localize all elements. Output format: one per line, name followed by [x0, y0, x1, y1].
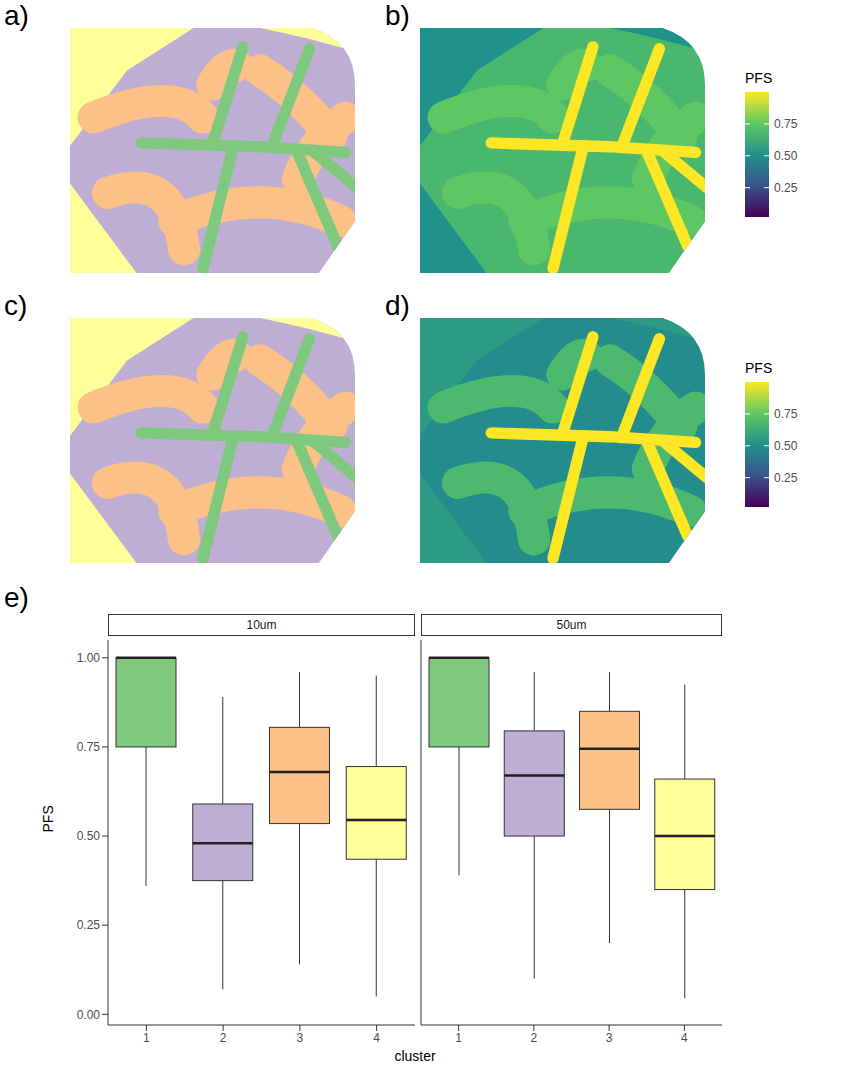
html-text:10um: 10um [246, 618, 277, 632]
html-text:e): e) [4, 582, 29, 613]
html-text:b): b) [385, 0, 410, 31]
svg-text:0.75: 0.75 [774, 407, 798, 421]
svg-text:4: 4 [681, 1031, 688, 1045]
svg-text:0.50: 0.50 [77, 829, 101, 843]
html-text:PFS: PFS [745, 360, 773, 376]
svg-text:0.75: 0.75 [77, 740, 101, 754]
svg-text:0.25: 0.25 [77, 918, 101, 932]
svg-text:2: 2 [531, 1031, 538, 1045]
svg-text:4: 4 [373, 1031, 380, 1045]
svg-text:0.50: 0.50 [774, 149, 798, 163]
svg-text:3: 3 [297, 1031, 304, 1045]
html-text:c): c) [4, 290, 28, 321]
html-text:50um: 50um [556, 618, 587, 632]
svg-text:1: 1 [455, 1031, 462, 1045]
svg-text:0.00: 0.00 [77, 1008, 101, 1022]
svg-text:0.25: 0.25 [774, 181, 798, 195]
html-text:a): a) [4, 0, 29, 31]
svg-text:1.00: 1.00 [77, 651, 101, 665]
svg-text:0.75: 0.75 [774, 117, 798, 131]
svg-text:PFS: PFS [40, 805, 56, 832]
svg-text:0.50: 0.50 [774, 439, 798, 453]
html-text:PFS: PFS [745, 70, 773, 86]
svg-text:0.25: 0.25 [774, 471, 798, 485]
svg-text:3: 3 [606, 1031, 613, 1045]
html-text:cluster: cluster [394, 1048, 436, 1064]
svg-text:2: 2 [220, 1031, 227, 1045]
html-text:d): d) [385, 290, 410, 321]
svg-text:1: 1 [143, 1031, 150, 1045]
